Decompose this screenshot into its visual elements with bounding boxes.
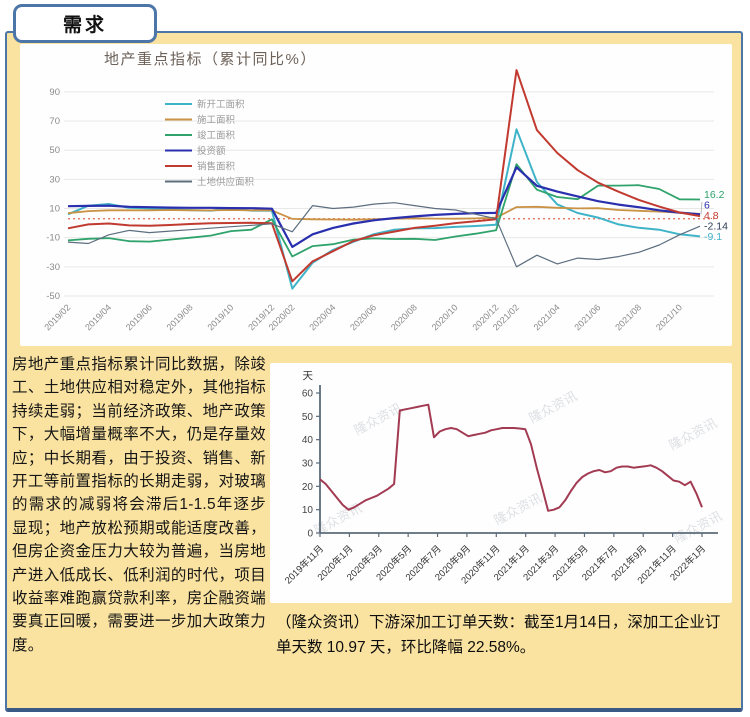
svg-text:隆众资讯: 隆众资讯 [351,400,404,438]
svg-text:40: 40 [302,435,314,446]
svg-text:2020/10: 2020/10 [430,302,460,332]
svg-text:2021/06: 2021/06 [572,302,602,332]
svg-text:2019/06: 2019/06 [124,302,154,332]
svg-text:0: 0 [307,529,313,540]
svg-text:-30: -30 [46,262,60,273]
svg-text:地产重点指标（累计同比%）: 地产重点指标（累计同比%） [104,51,317,68]
svg-text:隆众资讯: 隆众资讯 [666,415,719,453]
svg-text:10: 10 [49,204,60,215]
svg-text:30: 30 [49,174,60,185]
tab-demand-label: 需求 [62,15,107,36]
orders-caption: （隆众资讯）下游深加工订单天数：截至1月14日，深加工企业订单天数 10.97 … [276,614,721,656]
orders-chart-panel: 隆众资讯 隆众资讯 隆众资讯 隆众资讯 隆众资讯 隆众资讯 0 10 20 30 40 50 60 天 20… [270,363,732,603]
svg-text:土地供应面积: 土地供应面积 [197,176,255,188]
svg-text:-50: -50 [46,291,60,302]
svg-text:2020/06: 2020/06 [348,302,378,332]
svg-text:2019/08: 2019/08 [165,302,195,332]
svg-text:4.8: 4.8 [704,210,719,222]
svg-text:10: 10 [302,505,314,516]
svg-text:-9.1: -9.1 [704,231,722,243]
tab-demand[interactable]: 需求 [13,4,157,43]
svg-text:2019/04: 2019/04 [83,302,113,332]
svg-text:2020/08: 2020/08 [389,302,419,332]
svg-text:2021/04: 2021/04 [532,302,562,332]
svg-text:50: 50 [49,145,60,156]
svg-text:30: 30 [302,459,314,470]
svg-text:新开工面积: 新开工面积 [197,99,245,111]
svg-text:90: 90 [49,87,60,98]
svg-text:隆众资讯: 隆众资讯 [526,388,579,426]
svg-text:20: 20 [302,482,314,493]
analysis-text: 房地产重点指标累计同比数据，除竣工、土地供应相对稳定外，其他指标持续走弱；当前经… [12,356,266,654]
svg-text:-10: -10 [46,233,60,244]
svg-text:-2.14: -2.14 [704,220,728,232]
svg-text:70: 70 [49,116,60,127]
svg-text:销售面积: 销售面积 [197,161,236,173]
svg-text:隆众资讯: 隆众资讯 [671,508,724,546]
svg-text:竣工面积: 竣工面积 [197,130,236,142]
svg-text:16.2: 16.2 [704,189,725,201]
svg-text:2021/08: 2021/08 [613,302,643,332]
svg-text:2021/10: 2021/10 [654,302,684,332]
svg-text:2019/02: 2019/02 [42,302,72,332]
svg-text:50: 50 [302,412,314,423]
svg-text:2020/04: 2020/04 [307,302,337,332]
svg-text:60: 60 [302,389,314,400]
svg-text:2019/10: 2019/10 [205,302,235,332]
svg-text:隆众资讯: 隆众资讯 [491,490,544,528]
svg-text:6: 6 [704,199,710,211]
svg-text:施工面积: 施工面积 [197,114,236,126]
svg-text:投资额: 投资额 [197,145,226,157]
svg-text:天: 天 [303,370,314,382]
real-estate-chart-panel: 90 70 50 30 10 -10 -30 -50 2019/02 2019/04 2019/06… [20,44,732,346]
